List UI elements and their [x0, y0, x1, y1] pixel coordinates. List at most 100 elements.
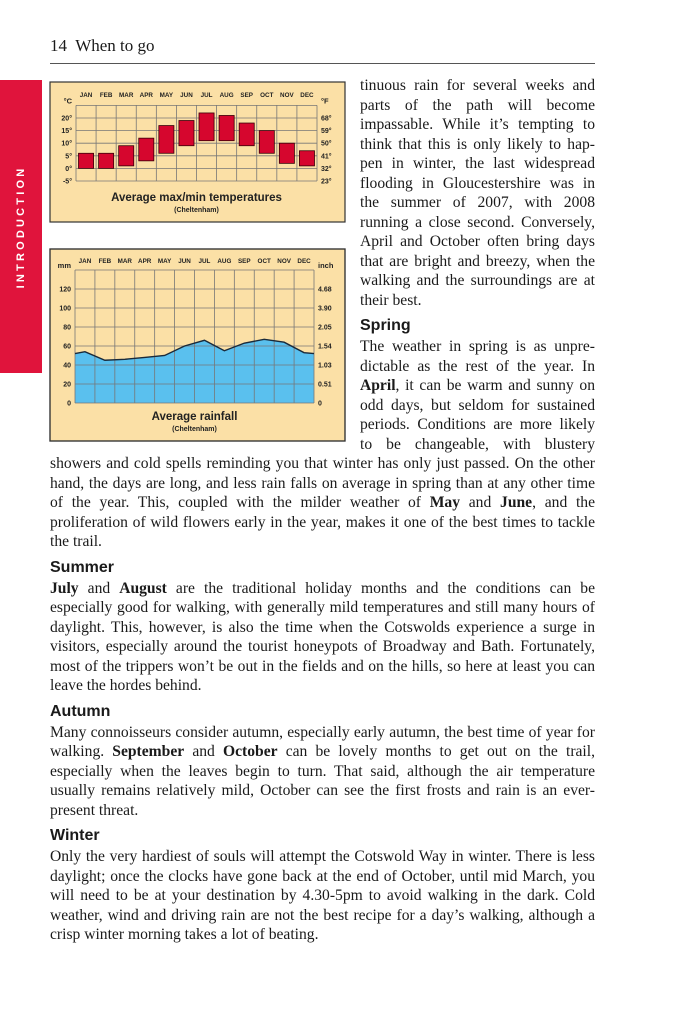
x-tick-label: JAN — [79, 258, 92, 265]
bold-term: October — [222, 743, 278, 760]
running-header: 14 When to go — [50, 36, 155, 56]
temperature-bar — [198, 112, 215, 142]
x-tick-label: AUG — [217, 258, 231, 265]
y-tick-label-left: 120 — [59, 287, 71, 294]
x-tick-label: JUN — [180, 92, 193, 99]
header-rule — [50, 63, 595, 64]
section-tab-label: INTRODUCTION — [15, 165, 27, 288]
bold-term: April — [360, 377, 396, 394]
rainfall-chart: JAN FEB MAR APR MAY JUN JUL AUG SEP OCT NOV DEC mm in… — [49, 248, 346, 442]
temperature-bar — [299, 150, 315, 167]
text-run: Many connoisseurs consider autumn, espec… — [50, 723, 595, 761]
y-axis-label-left: mm — [58, 261, 72, 270]
article-text: tinuous rain for several weeks and parts… — [50, 76, 595, 945]
paragraph: The weather in spring is as unpre­dictab… — [50, 337, 595, 552]
page-number: 14 — [50, 36, 67, 55]
temperature-bar — [158, 125, 175, 154]
paragraph: July and August are the traditional holi… — [50, 579, 595, 696]
bold-term: June — [500, 494, 533, 511]
text-run: tinuous rain for several weeks and parts… — [360, 77, 595, 309]
y-tick-label-left: 60 — [63, 344, 71, 351]
y-tick-label-right: 1.54 — [318, 344, 332, 351]
paragraph: Many connoisseurs consider autumn, espec… — [50, 723, 595, 821]
text-run: can be lovely months to get out on the t… — [50, 743, 595, 819]
temperature-bar — [278, 142, 295, 164]
charts-column: JAN FEB MAR APR MAY JUN JUL AUG SEP OCT NOV DEC °C °F… — [49, 76, 360, 446]
y-tick-label-left: 80 — [63, 325, 71, 332]
y-tick-label-left: 20 — [63, 382, 71, 389]
temperature-bar — [258, 130, 275, 154]
y-tick-label-left: 5° — [65, 152, 72, 160]
section-heading-summer: Summer — [50, 558, 115, 576]
section-heading-winter: Winter — [50, 827, 100, 844]
y-tick-label-right: 3.90 — [318, 306, 332, 313]
chart-frame — [49, 248, 346, 442]
section-title: When to go — [75, 36, 155, 55]
text-run: The weather in spring is as unpre­dictab… — [360, 338, 595, 375]
x-tick-label: FEB — [99, 258, 112, 265]
paragraph: tinuous rain for several weeks and parts… — [50, 76, 595, 310]
x-tick-label: FEB — [100, 92, 113, 99]
x-tick-label: APR — [140, 92, 154, 99]
y-tick-label-right: 0.51 — [318, 382, 332, 389]
y-tick-label-left: 10° — [61, 140, 72, 148]
text-run: and — [460, 494, 501, 511]
section-heading-spring: Spring — [360, 317, 411, 334]
y-tick-label-left: 20° — [61, 115, 72, 123]
chart-subtitle: (Cheltenham) — [174, 207, 219, 214]
text-run: and — [78, 579, 120, 597]
x-tick-label: OCT — [258, 258, 271, 265]
text-run: are the traditional holiday months and t… — [50, 579, 596, 695]
text-run: Only the very hardiest of souls will att… — [50, 848, 595, 943]
x-tick-label: APR — [138, 258, 152, 265]
text-run: , it can be warm and sunny on odd days, … — [50, 377, 595, 511]
y-tick-label-left: -5° — [63, 178, 72, 186]
x-tick-label: MAY — [158, 258, 172, 265]
y-tick-label-right: 1.03 — [318, 363, 332, 370]
bold-term: May — [429, 494, 461, 511]
x-tick-label: NOV — [280, 92, 294, 99]
x-tick-label: MAR — [119, 92, 134, 99]
temperature-bar — [98, 152, 115, 169]
y-tick-label-right: 41° — [321, 152, 332, 160]
x-tick-label: SEP — [240, 92, 253, 99]
rainfall-line — [74, 338, 315, 361]
y-tick-label-right: 0 — [318, 401, 322, 408]
temperature-bar — [178, 120, 195, 147]
y-tick-label-left: 0° — [65, 165, 72, 173]
bold-term: August — [119, 579, 167, 597]
y-tick-label-left: 100 — [59, 306, 71, 313]
x-tick-label: MAY — [160, 92, 174, 99]
chart-title: Average max/min temperatures — [111, 192, 282, 204]
y-tick-label-left: 0 — [67, 401, 71, 408]
y-tick-label-right: 68° — [321, 115, 332, 123]
x-tick-label: JUL — [199, 258, 211, 265]
y-tick-label-right: 59° — [321, 127, 332, 135]
x-tick-label: NOV — [277, 258, 291, 265]
bold-term: July — [50, 579, 79, 597]
temperature-bar — [238, 122, 255, 147]
x-tick-label: AUG — [220, 92, 234, 99]
section-heading-autumn: Autumn — [50, 702, 111, 720]
temperature-chart: JAN FEB MAR APR MAY JUN JUL AUG SEP OCT NOV DEC °C °F… — [49, 81, 346, 223]
y-axis-label-right: inch — [318, 261, 334, 270]
x-tick-label: JAN — [80, 92, 93, 99]
y-axis-label-left: °C — [64, 96, 73, 105]
paragraph: Only the very hardiest of souls will att… — [50, 847, 595, 945]
chart-subtitle: (Cheltenham) — [172, 426, 217, 433]
temperature-bar — [138, 137, 155, 162]
x-tick-label: JUL — [201, 92, 213, 99]
x-tick-label: MAR — [118, 258, 133, 265]
x-tick-label: SEP — [238, 258, 251, 265]
y-axis-label-right: °F — [321, 96, 329, 105]
x-tick-label: OCT — [260, 92, 273, 99]
text-run: and — [184, 743, 223, 760]
x-tick-label: JUN — [178, 258, 191, 265]
text-run: , and the proliferation of wild flowers … — [50, 494, 596, 550]
x-tick-label: DEC — [300, 92, 314, 99]
chart-title: Average rainfall — [152, 411, 238, 423]
y-tick-label-left: 15° — [61, 127, 72, 135]
y-tick-label-right: 4.68 — [318, 287, 332, 294]
temperature-bar — [78, 152, 94, 169]
y-tick-label-right: 2.05 — [318, 325, 332, 332]
